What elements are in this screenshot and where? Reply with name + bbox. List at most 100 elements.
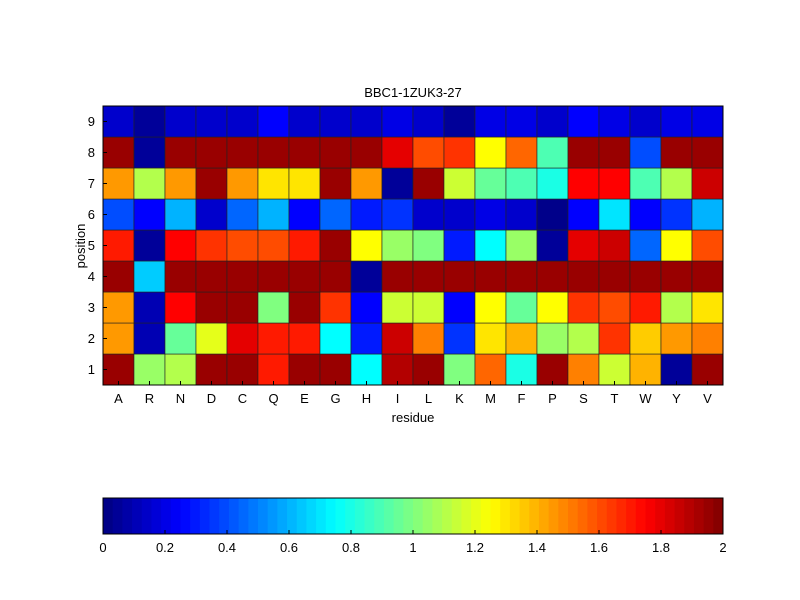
x-tick-label: V xyxy=(703,391,712,406)
x-tick-label: F xyxy=(518,391,526,406)
x-tick-label: Q xyxy=(268,391,278,406)
heatmap-cell-V-9 xyxy=(691,105,724,138)
heatmap-cell-C-2 xyxy=(226,322,259,355)
heatmap-cell-V-2 xyxy=(691,322,724,355)
colorbar-segment xyxy=(538,498,550,534)
colorbar-segment xyxy=(180,498,191,534)
colorbar-segment xyxy=(451,498,462,534)
heatmap-cell-L-1 xyxy=(412,353,445,386)
heatmap-cell-W-9 xyxy=(629,105,662,138)
heatmap-cell-T-2 xyxy=(598,322,631,355)
heatmap-cell-R-8 xyxy=(133,136,166,169)
y-tick-label: 1 xyxy=(88,362,95,377)
heatmap-cell-Y-1 xyxy=(660,353,693,386)
colorbar-segment xyxy=(161,498,172,534)
colorbar-tick-label: 0.8 xyxy=(342,540,360,555)
colorbar-segment xyxy=(316,498,327,534)
heatmap-cell-S-1 xyxy=(567,353,600,386)
heatmap-cell-C-8 xyxy=(226,136,259,169)
colorbar-segment xyxy=(490,498,501,534)
heatmap-cell-Q-9 xyxy=(257,105,290,138)
colorbar-segment xyxy=(122,498,133,534)
colorbar-segment xyxy=(568,498,579,534)
colorbar-tick-label: 0.4 xyxy=(218,540,236,555)
heatmap-cell-M-5 xyxy=(474,229,507,262)
heatmap-cell-F-9 xyxy=(505,105,538,138)
heatmap-cell-P-6 xyxy=(536,198,569,231)
heatmap-cell-T-1 xyxy=(598,353,631,386)
x-tick-label: R xyxy=(145,391,154,406)
heatmap-cell-A-7 xyxy=(102,167,135,200)
heatmap-cell-D-6 xyxy=(195,198,228,231)
heatmap-cell-L-5 xyxy=(412,229,445,262)
heatmap-cell-R-1 xyxy=(133,353,166,386)
colorbar-segment xyxy=(393,498,404,534)
colorbar-segment xyxy=(645,498,656,534)
heatmap-cell-L-7 xyxy=(412,167,445,200)
heatmap-cell-T-4 xyxy=(598,260,631,293)
heatmap-cell-I-4 xyxy=(381,260,414,293)
colorbar-segment xyxy=(103,498,114,534)
colorbar-segment xyxy=(267,498,278,534)
heatmap-cell-G-9 xyxy=(319,105,352,138)
heatmap-cell-K-2 xyxy=(443,322,476,355)
colorbar-segment xyxy=(228,498,240,534)
heatmap-cell-G-5 xyxy=(319,229,352,262)
colorbar-segment xyxy=(529,498,540,534)
heatmap-cell-P-4 xyxy=(536,260,569,293)
colorbar-tick-label: 1.8 xyxy=(652,540,670,555)
colorbar-segment xyxy=(509,498,520,534)
colorbar-segment xyxy=(209,498,220,534)
heatmap-cell-R-7 xyxy=(133,167,166,200)
colorbar-segment xyxy=(219,498,230,534)
heatmap-cell-G-8 xyxy=(319,136,352,169)
heatmap-cell-N-2 xyxy=(164,322,197,355)
colorbar-tick-label: 0 xyxy=(99,540,106,555)
heatmap-cell-F-2 xyxy=(505,322,538,355)
heatmap-cell-K-5 xyxy=(443,229,476,262)
heatmap-cell-M-8 xyxy=(474,136,507,169)
heatmap-cell-E-1 xyxy=(288,353,321,386)
colorbar-segment xyxy=(577,498,588,534)
heatmap-cell-H-4 xyxy=(350,260,383,293)
heatmap-cell-P-3 xyxy=(536,291,569,324)
colorbar-segment xyxy=(403,498,414,534)
x-tick-label: K xyxy=(455,391,464,406)
colorbar-segment xyxy=(432,498,443,534)
heatmap-cell-W-8 xyxy=(629,136,662,169)
colorbar-segment xyxy=(548,498,559,534)
heatmap-cell-V-8 xyxy=(691,136,724,169)
colorbar-tick-label: 0.2 xyxy=(156,540,174,555)
heatmap-cell-D-4 xyxy=(195,260,228,293)
heatmap-cell-F-6 xyxy=(505,198,538,231)
heatmap-cell-C-9 xyxy=(226,105,259,138)
colorbar-segment xyxy=(277,498,288,534)
heatmap-cell-A-3 xyxy=(102,291,135,324)
heatmap-cell-H-3 xyxy=(350,291,383,324)
colorbar-segment xyxy=(112,498,123,534)
heatmap-cell-F-7 xyxy=(505,167,538,200)
heatmap-cell-Q-6 xyxy=(257,198,290,231)
heatmap-cell-F-3 xyxy=(505,291,538,324)
x-tick-label: P xyxy=(548,391,557,406)
heatmap-cell-A-9 xyxy=(102,105,135,138)
colorbar-segment xyxy=(422,498,433,534)
colorbar-tick-label: 0.6 xyxy=(280,540,298,555)
colorbar-segment xyxy=(132,498,143,534)
heatmap-cell-R-9 xyxy=(133,105,166,138)
y-tick-label: 9 xyxy=(88,114,95,129)
colorbar-segment xyxy=(413,498,424,534)
heatmap-cell-Y-5 xyxy=(660,229,693,262)
heatmap-cell-K-4 xyxy=(443,260,476,293)
heatmap-cell-V-7 xyxy=(691,167,724,200)
heatmap-cell-C-7 xyxy=(226,167,259,200)
colorbar-segment xyxy=(248,498,259,534)
colorbar-segment xyxy=(296,498,307,534)
y-axis-label: position xyxy=(73,224,88,269)
heatmap-cell-E-2 xyxy=(288,322,321,355)
colorbar-segment xyxy=(442,498,453,534)
y-tick-label: 8 xyxy=(88,145,95,160)
heatmap-cell-D-1 xyxy=(195,353,228,386)
